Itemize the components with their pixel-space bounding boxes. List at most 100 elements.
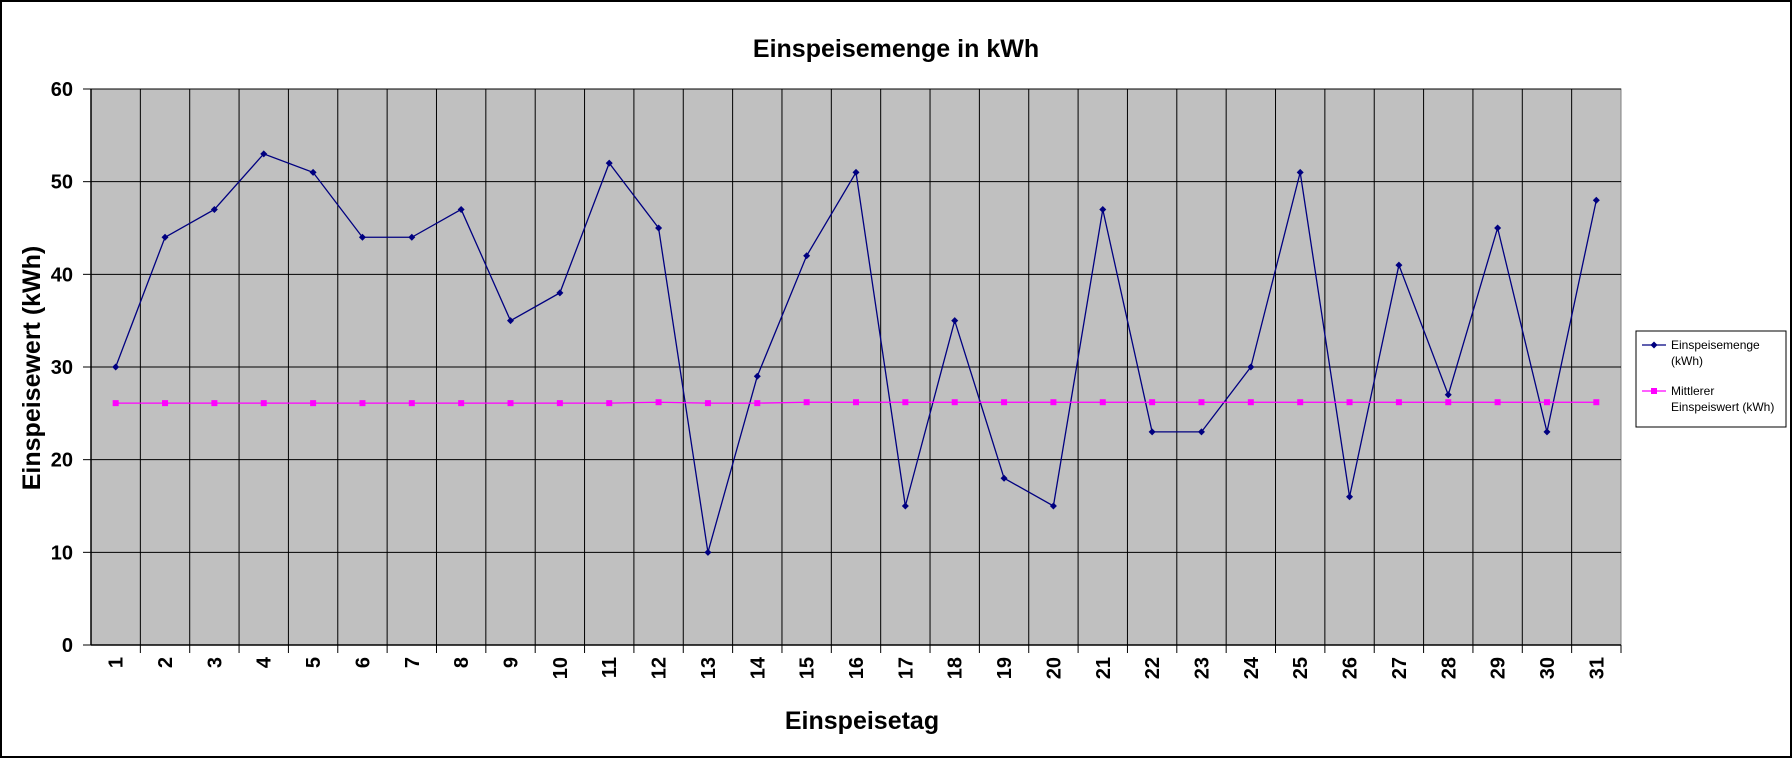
x-tick-label: 17: [895, 657, 917, 679]
data-point: [951, 399, 958, 406]
x-tick-label: 31: [1586, 657, 1608, 679]
data-point: [1543, 399, 1550, 406]
data-point: [704, 400, 711, 407]
data-point: [1494, 399, 1501, 406]
y-tick-label: 40: [51, 264, 73, 286]
data-point: [1444, 391, 1452, 399]
legend-label: Einspeiswert (kWh): [1671, 400, 1774, 414]
x-tick-label: 18: [945, 657, 967, 679]
x-tick-label: 9: [501, 657, 523, 668]
x-tick-label: 29: [1488, 657, 1510, 679]
x-tick-label: 8: [451, 657, 473, 668]
data-point: [408, 233, 416, 241]
x-tick-label: 15: [797, 657, 819, 679]
data-point: [112, 400, 119, 407]
data-point: [1346, 399, 1353, 406]
data-point: [1198, 399, 1205, 406]
chart-title: Einspeisemenge in kWh: [753, 35, 1039, 63]
x-tick-label: 1: [106, 657, 128, 668]
data-point: [606, 400, 613, 407]
data-point: [210, 205, 218, 213]
data-point: [408, 400, 415, 407]
data-point: [1543, 428, 1551, 436]
legend-swatch-marker: [1650, 341, 1658, 349]
y-tick-label: 50: [51, 172, 73, 194]
data-point: [1395, 261, 1403, 269]
x-tick-label: 14: [747, 656, 769, 679]
data-point: [803, 252, 811, 260]
data-point: [1395, 399, 1402, 406]
data-point: [507, 317, 515, 325]
legend: Einspeisemenge (kWh) Mittlerer Einspeiswert…: [1635, 330, 1787, 428]
data-point: [310, 400, 317, 407]
x-tick-label: 2: [155, 657, 177, 668]
data-point: [1050, 399, 1057, 406]
data-point: [1297, 399, 1304, 406]
data-point: [556, 400, 563, 407]
x-tick-label: 21: [1093, 657, 1115, 679]
legend-label: Einspeisemenge: [1671, 338, 1760, 352]
x-tick-label: 19: [994, 657, 1016, 679]
data-point: [457, 205, 465, 213]
x-tick-label: 22: [1142, 657, 1164, 679]
data-point: [1445, 399, 1452, 406]
data-point: [556, 289, 564, 297]
legend-label: Mittlerer: [1671, 384, 1714, 398]
x-tick-label: 10: [550, 657, 572, 679]
x-tick-label: 11: [599, 657, 621, 678]
legend-swatch-marker: [1651, 388, 1657, 394]
data-point: [458, 400, 465, 407]
data-point: [358, 233, 366, 241]
data-point: [1296, 168, 1304, 176]
legend-label: (kWh): [1671, 354, 1703, 368]
data-point: [161, 233, 169, 241]
x-tick-label: 12: [649, 657, 671, 679]
data-point: [1000, 474, 1008, 482]
x-tick-label: 23: [1191, 657, 1213, 679]
data-point: [655, 399, 662, 406]
x-tick-label: 7: [402, 657, 424, 668]
data-point: [852, 168, 860, 176]
y-tick-label: 20: [51, 450, 73, 472]
y-tick-label: 60: [51, 79, 73, 101]
x-tick-label: 6: [352, 657, 374, 668]
x-tick-label: 28: [1438, 657, 1460, 679]
data-point: [1049, 502, 1057, 510]
x-tick-label: 13: [698, 657, 720, 679]
x-tick-label: 25: [1290, 657, 1312, 679]
data-point: [1148, 428, 1156, 436]
x-tick-label: 30: [1537, 657, 1559, 679]
x-tick-label: 24: [1241, 656, 1263, 679]
y-tick-label: 10: [51, 542, 73, 564]
data-point: [853, 399, 859, 406]
data-point: [1099, 205, 1107, 213]
data-point: [1593, 399, 1600, 406]
data-point: [211, 400, 218, 407]
data-point: [803, 399, 810, 406]
data-point: [507, 400, 514, 407]
data-point: [260, 400, 267, 407]
data-point: [753, 372, 761, 380]
data-point: [951, 317, 959, 325]
x-tick-label: 4: [254, 656, 276, 668]
legend-box: [1635, 330, 1787, 428]
x-tick-label: 3: [204, 657, 226, 668]
data-point: [1346, 493, 1354, 501]
data-point: [704, 548, 712, 556]
data-point: [112, 363, 120, 371]
x-tick-label: 27: [1389, 657, 1411, 679]
x-tick-label: 16: [846, 657, 868, 679]
data-point: [754, 400, 761, 407]
data-point: [655, 224, 663, 232]
data-point: [1001, 399, 1008, 406]
data-point: [1247, 363, 1255, 371]
data-point: [260, 150, 268, 158]
data-point: [1149, 399, 1156, 406]
x-axis-title: Einspeisetag: [785, 707, 939, 735]
data-point: [1494, 224, 1502, 232]
data-point: [359, 400, 366, 407]
data-point: [1099, 399, 1106, 406]
